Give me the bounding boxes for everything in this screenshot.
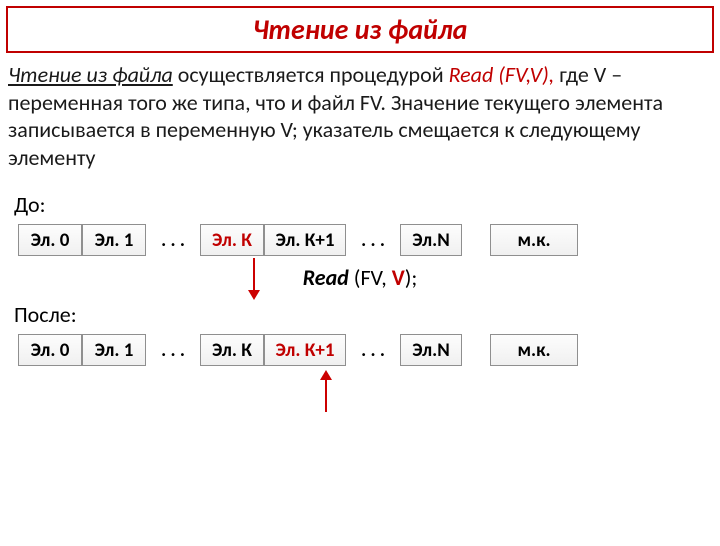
table-cell: Эл. К — [200, 224, 264, 256]
arrow-up-icon — [316, 370, 336, 412]
table-cell: Эл. 1 — [82, 224, 146, 256]
ellipsis-cell: . . . — [146, 339, 200, 362]
ellipsis-cell: . . . — [346, 339, 400, 362]
table-cell: Эл. К+1 — [264, 224, 346, 256]
table-cell: м.к. — [490, 334, 578, 366]
before-label: До: — [14, 191, 720, 218]
table-cell: Эл. 1 — [82, 334, 146, 366]
code-line: Read (FV, V); — [0, 264, 720, 291]
para-proc: Read (FV,V), — [449, 61, 555, 88]
cells-row-after: Эл. 0Эл. 1. . .Эл. КЭл. К+1. . .Эл.Nм.к. — [18, 334, 720, 366]
code-open: (FV, — [349, 264, 392, 291]
table-cell: Эл.N — [400, 224, 462, 256]
cells-row-before: Эл. 0Эл. 1. . .Эл. КЭл. К+1. . .Эл.Nм.к. — [18, 224, 720, 256]
table-cell: Эл. 0 — [18, 224, 82, 256]
title-box: Чтение из файла — [6, 6, 714, 53]
page-title: Чтение из файла — [8, 12, 712, 47]
para-text-1: осуществляется процедурой — [173, 61, 449, 88]
ellipsis-cell: . . . — [346, 229, 400, 252]
table-cell: Эл. 0 — [18, 334, 82, 366]
para-underlined: Чтение из файла — [8, 61, 173, 88]
code-read: Read — [303, 264, 349, 291]
after-label: После: — [14, 301, 720, 328]
code-close: ); — [405, 264, 418, 291]
ellipsis-cell: . . . — [146, 229, 200, 252]
table-cell: Эл.N — [400, 334, 462, 366]
description-paragraph: Чтение из файла осуществляется процедуро… — [0, 53, 720, 171]
table-cell: Эл. К+1 — [264, 334, 346, 366]
table-cell: м.к. — [490, 224, 578, 256]
table-cell: Эл. К — [200, 334, 264, 366]
code-v: V — [392, 264, 405, 291]
